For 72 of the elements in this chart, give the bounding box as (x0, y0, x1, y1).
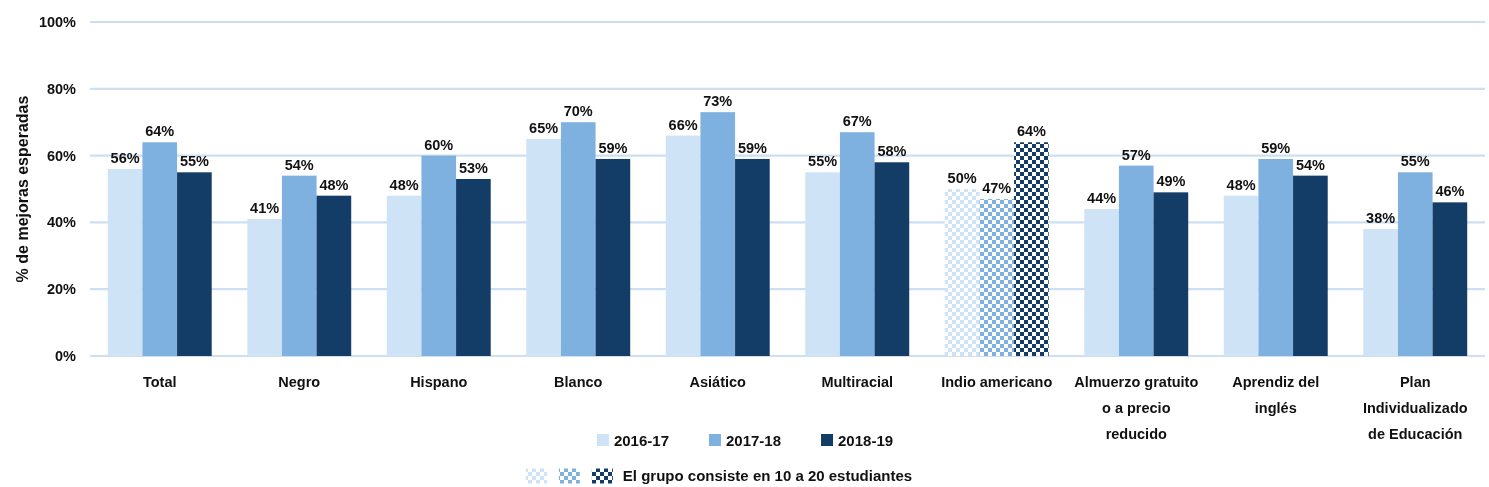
y-tick-label: 100% (38, 14, 77, 31)
bar (281, 175, 317, 356)
data-label: 56% (110, 149, 140, 166)
data-label: 65% (529, 119, 559, 136)
data-label: 55% (179, 153, 210, 170)
data-label: 46% (1435, 183, 1465, 200)
data-label: 64% (145, 123, 175, 140)
data-label: 54% (1295, 156, 1326, 173)
legend-label: 2017-18 (725, 432, 782, 450)
x-tick-label: Multiracial (821, 374, 894, 390)
bar (700, 112, 736, 356)
data-label: 53% (458, 159, 489, 176)
data-label: 64% (1016, 123, 1047, 140)
x-tick-label: Total (142, 374, 177, 390)
data-label: 50% (947, 170, 977, 186)
bar (142, 142, 178, 356)
bar (1258, 158, 1294, 356)
data-label: 59% (598, 139, 628, 156)
data-label: 58% (877, 143, 907, 160)
text: El grupo consiste en 10 a 20 estudiantes (622, 467, 913, 485)
x-tick-label: Aprendiz del inglés (1232, 374, 1320, 416)
x-tick-label: Negro (278, 374, 321, 390)
data-label: 59% (737, 139, 768, 156)
y-axis-title: % de mejoras esperadas (13, 95, 31, 283)
data-label: 47% (982, 180, 1012, 197)
legend-label: 2016-17 (613, 432, 669, 450)
x-tick-label: Almuerzo gratuito o a precio reducido (1074, 374, 1199, 442)
bar (421, 155, 457, 356)
data-label: 41% (250, 200, 280, 217)
data-label: 57% (1121, 146, 1151, 163)
x-tick-label: Hispano (410, 374, 468, 390)
data-label: 66% (668, 116, 698, 133)
bar (944, 189, 980, 356)
data-label: 54% (284, 156, 314, 173)
bar (177, 172, 212, 356)
bar (1118, 165, 1154, 356)
bar (1014, 142, 1049, 356)
data-label: 70% (563, 103, 593, 120)
bar (560, 122, 596, 356)
bar (1397, 172, 1433, 356)
y-tick-label: 80% (46, 80, 77, 97)
bar (1293, 175, 1328, 356)
y-tick-label: 0% (55, 348, 77, 365)
data-label: 59% (1261, 139, 1291, 156)
bar (316, 195, 352, 356)
y-tick-label: 60% (46, 147, 77, 164)
bar (874, 162, 910, 356)
data-label: 44% (1087, 190, 1117, 207)
y-tick-label: 20% (46, 281, 77, 298)
bar (595, 158, 631, 356)
bar (979, 199, 1015, 356)
data-label: 48% (319, 176, 349, 193)
x-tick-label: Blanco (554, 374, 603, 390)
bar (1432, 202, 1468, 356)
x-tick-label: Asiático (689, 374, 747, 390)
data-label: 67% (842, 113, 872, 130)
data-label: 55% (808, 153, 838, 170)
data-label: 73% (703, 93, 733, 110)
bar (735, 158, 770, 356)
bar (456, 178, 491, 356)
legend-label: 2018-19 (838, 432, 894, 450)
x-tick-label: Plan Individualizado de Educación (1362, 374, 1468, 442)
y-tick-label: 40% (46, 214, 77, 231)
data-label: 55% (1400, 153, 1430, 170)
data-label: 38% (1366, 210, 1396, 227)
bar (839, 132, 875, 356)
x-tick-label: Indio americano (941, 374, 1053, 390)
bar (1153, 192, 1189, 356)
data-label: 48% (1226, 176, 1256, 193)
data-label: 48% (389, 176, 419, 193)
data-label: 49% (1156, 173, 1186, 190)
data-label: 60% (424, 136, 454, 153)
